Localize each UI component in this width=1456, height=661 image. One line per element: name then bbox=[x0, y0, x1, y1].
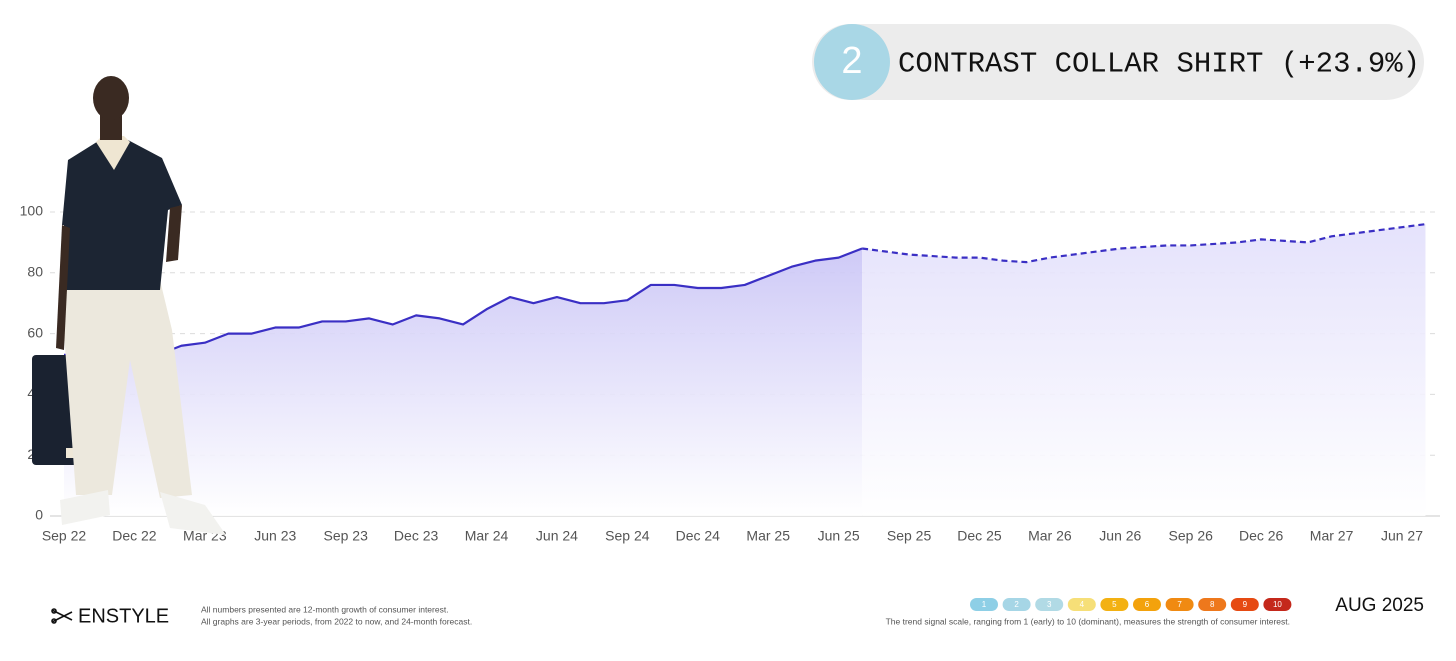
signal-scale: 1 2 3 4 5 6 7 8 9 10 bbox=[970, 598, 1292, 611]
scale-pill bbox=[1100, 598, 1129, 611]
line bbox=[861, 223, 1426, 264]
scale-pill bbox=[1230, 598, 1259, 611]
y-tick-label: 60 bbox=[27, 324, 43, 340]
scale-level: 1 bbox=[982, 600, 987, 609]
scale-pill bbox=[1067, 598, 1096, 611]
x-tick-label: Mar 27 bbox=[1310, 528, 1354, 544]
x-tick-label: Dec 22 bbox=[112, 528, 157, 544]
x-tick-label: Jun 26 bbox=[1099, 528, 1141, 544]
x-tick-label: Dec 24 bbox=[676, 528, 721, 544]
x-tick-label: Mar 25 bbox=[746, 528, 790, 544]
x-tick-label: Sep 22 bbox=[42, 528, 87, 544]
model-photo bbox=[32, 76, 226, 535]
y-tick-label: 80 bbox=[27, 264, 43, 280]
scale-level: 4 bbox=[1080, 600, 1085, 609]
scale-pill bbox=[1263, 598, 1292, 611]
x-tick-label: Sep 25 bbox=[887, 528, 932, 544]
scale-level: 3 bbox=[1047, 600, 1052, 609]
x-tick-label: Dec 25 bbox=[957, 528, 1002, 544]
x-tick-label: Mar 24 bbox=[465, 528, 509, 544]
scale-pill bbox=[970, 598, 998, 611]
x-tick-label: Sep 26 bbox=[1169, 528, 1214, 544]
scale-level: 6 bbox=[1145, 600, 1150, 609]
note: All numbers presented are 12-month growt… bbox=[201, 604, 449, 614]
scale-level: 2 bbox=[1014, 600, 1019, 609]
scale-pill bbox=[1002, 598, 1031, 611]
x-tick-label: Mar 26 bbox=[1028, 528, 1072, 544]
scale-level: 10 bbox=[1273, 600, 1282, 609]
scale-pill bbox=[1198, 598, 1227, 611]
badge-number: 2 bbox=[841, 40, 862, 82]
note: All graphs are 3-year periods, from 2022… bbox=[201, 616, 472, 626]
x-tick-label: Sep 24 bbox=[605, 528, 650, 544]
scale-level: 5 bbox=[1112, 600, 1117, 609]
x-tick-label: Dec 26 bbox=[1239, 528, 1284, 544]
scale-level: 7 bbox=[1177, 600, 1182, 609]
scale-pill bbox=[1133, 598, 1161, 611]
x-tick-label: Jun 27 bbox=[1381, 528, 1423, 544]
line bbox=[64, 247, 863, 356]
title-badge: 2 CONTRAST COLLAR SHIRT (+23.9%) bbox=[812, 24, 1424, 100]
scale-caption: The trend signal scale, ranging from 1 (… bbox=[886, 616, 1290, 626]
area bbox=[64, 248, 863, 517]
x-tick-label: Jun 23 bbox=[254, 528, 296, 544]
scale-level: 9 bbox=[1243, 600, 1248, 609]
brand: ENSTYLE bbox=[78, 605, 169, 627]
footer: ENSTYLE All numbers presented are 12-mon… bbox=[51, 595, 1424, 627]
x-tick-label: Jun 24 bbox=[536, 528, 578, 544]
report-date: AUG 2025 bbox=[1335, 595, 1424, 616]
scale-level: 8 bbox=[1210, 600, 1215, 609]
x-tick-label: Sep 23 bbox=[323, 528, 368, 544]
x-tick-label: Jun 25 bbox=[818, 528, 860, 544]
area bbox=[862, 224, 1426, 516]
x-tick-label: Dec 23 bbox=[394, 528, 439, 544]
brand-logo bbox=[51, 608, 73, 624]
y-tick-label: 100 bbox=[20, 203, 44, 219]
scale-pill bbox=[1035, 598, 1064, 611]
scale-pill bbox=[1165, 598, 1194, 611]
y-tick-label: 0 bbox=[35, 507, 43, 523]
chart-title: CONTRAST COLLAR SHIRT (+23.9%) bbox=[898, 48, 1420, 81]
